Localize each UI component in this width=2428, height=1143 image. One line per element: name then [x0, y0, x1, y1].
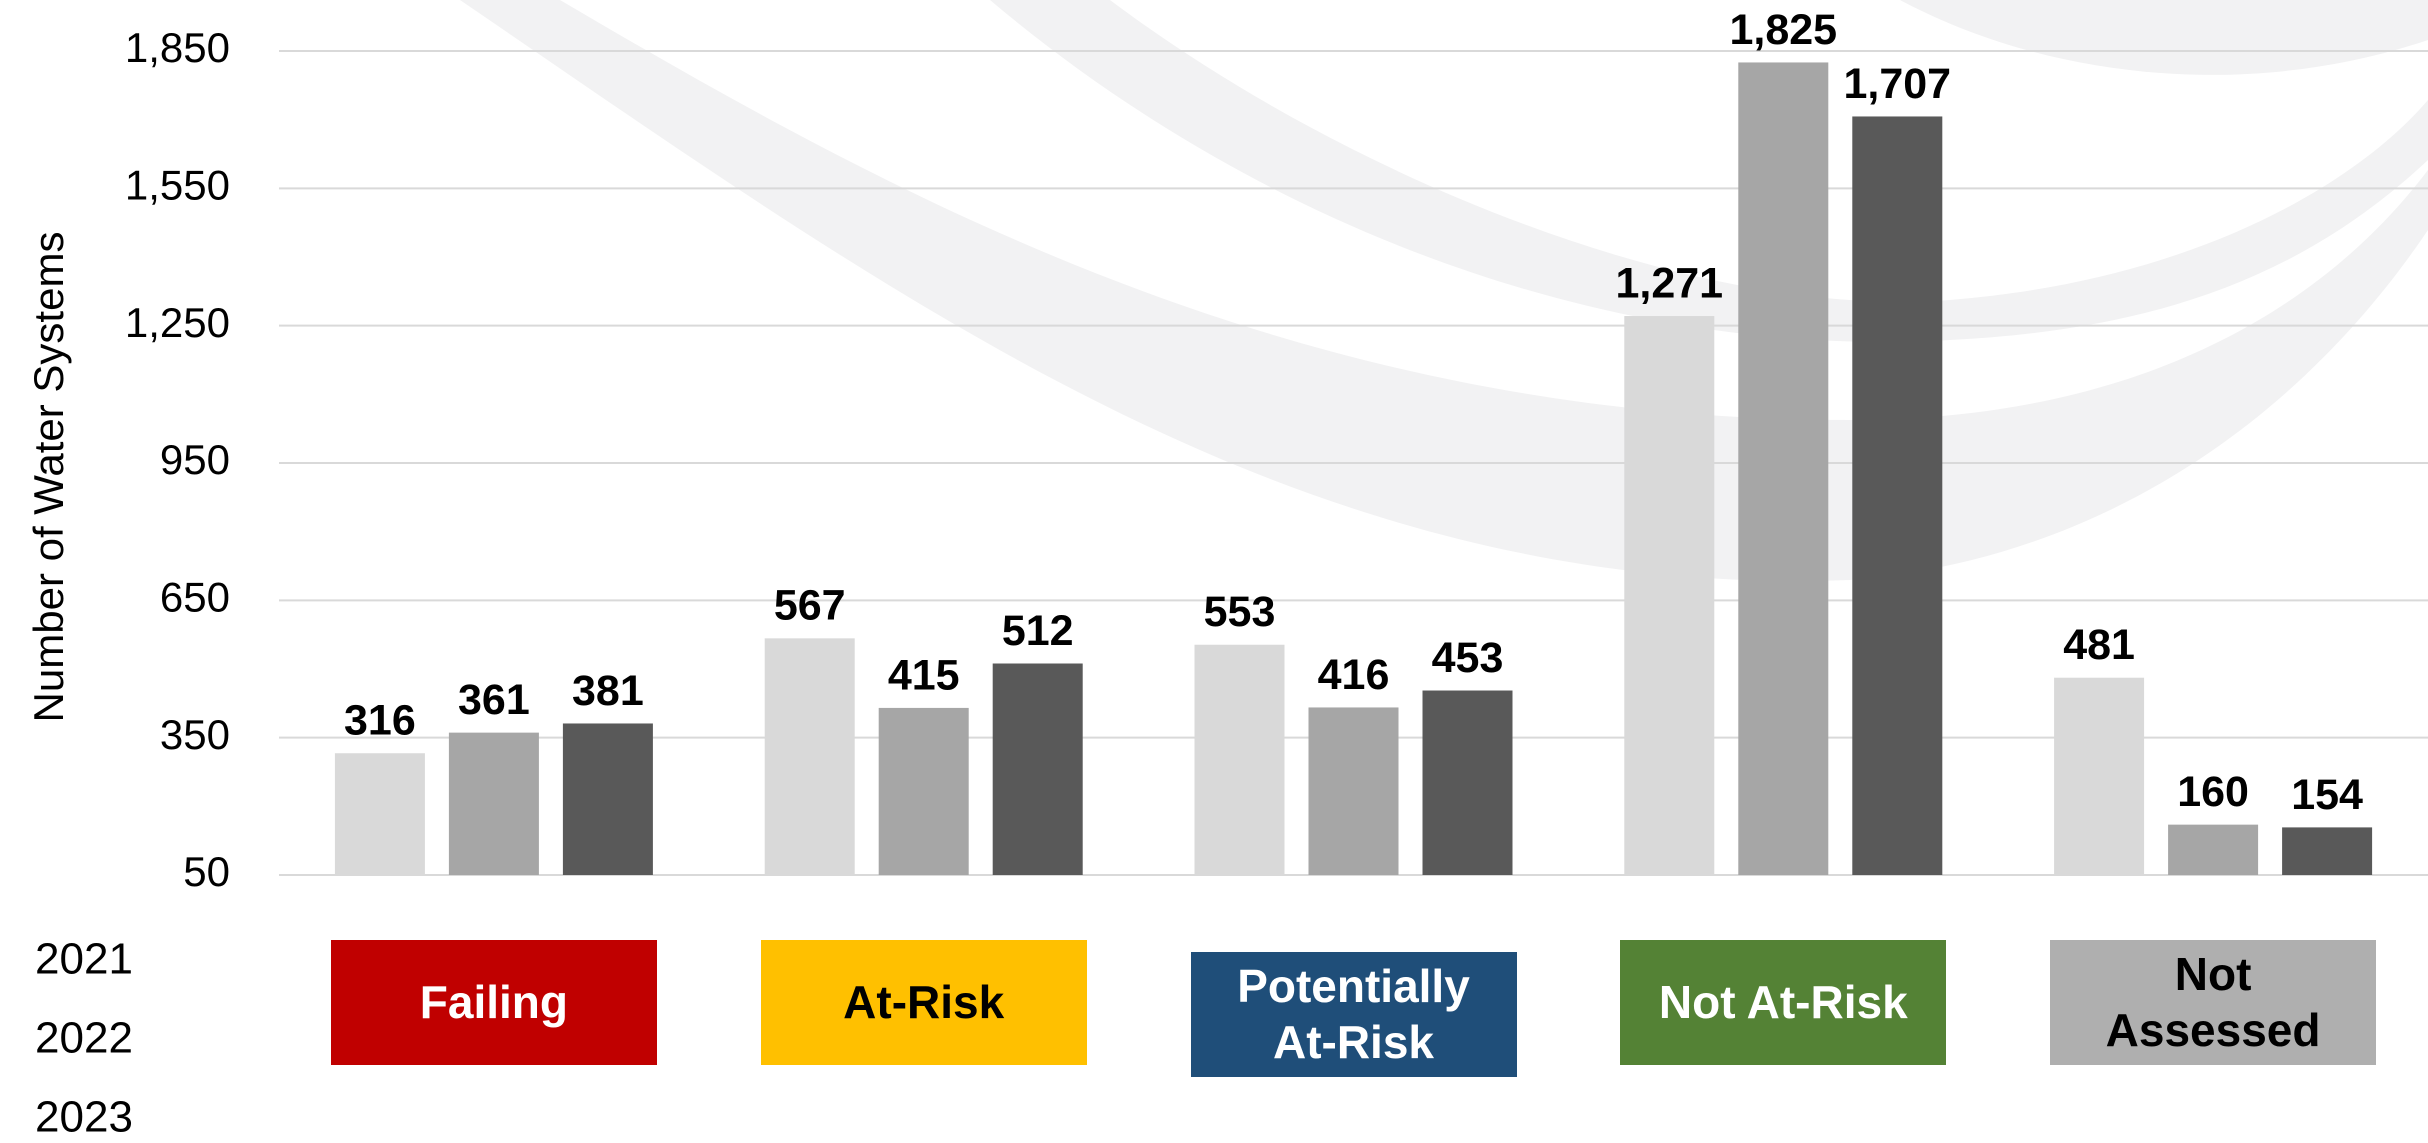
background-swoosh: [460, 0, 2428, 581]
bar: [1738, 62, 1829, 875]
bar: [764, 638, 855, 875]
value-label: 453: [1432, 634, 1504, 682]
bar: [2168, 824, 2259, 875]
value-label: 512: [1002, 607, 1074, 655]
bar: [1422, 690, 1513, 875]
bar: [992, 663, 1083, 875]
y-tick-label: 50: [183, 848, 230, 895]
value-label: 154: [2291, 771, 2363, 819]
category-label: Not Assessed: [2050, 940, 2377, 1065]
value-label: 1,825: [1729, 6, 1837, 54]
y-tick-label: 950: [160, 436, 230, 483]
legend-label: 2022: [35, 1014, 133, 1063]
y-tick-label: 1,850: [125, 24, 230, 71]
value-label: 381: [572, 667, 644, 715]
bar: [2282, 827, 2373, 875]
value-label: 481: [2063, 621, 2135, 669]
bar: [448, 732, 539, 875]
bar: [1624, 316, 1715, 875]
legend-label: 2021: [35, 935, 133, 984]
bar: [2054, 677, 2145, 875]
bar: [562, 723, 653, 875]
y-tick-label: 650: [160, 573, 230, 620]
value-label: 1,707: [1843, 60, 1951, 108]
y-tick-label: 1,250: [125, 299, 230, 346]
category-label: At-Risk: [760, 940, 1087, 1065]
category-label: Failing: [330, 940, 657, 1065]
y-tick-label: 350: [160, 711, 230, 758]
category-label: Not At-Risk: [1620, 940, 1947, 1065]
y-axis-title: Number of Water Systems: [25, 232, 72, 723]
value-label: 160: [2177, 768, 2249, 816]
value-label: 361: [458, 676, 530, 724]
value-label: 316: [344, 697, 416, 745]
bar: [878, 707, 969, 875]
bar: [1194, 644, 1285, 875]
legend-label: 2023: [35, 1093, 133, 1142]
value-label: 1,271: [1615, 259, 1723, 307]
bar: [1852, 116, 1943, 875]
bar: [1308, 707, 1399, 875]
value-label: 415: [888, 651, 960, 699]
value-label: 416: [1318, 651, 1390, 699]
y-tick-label: 1,550: [125, 161, 230, 208]
category-label: Potentially At-Risk: [1190, 952, 1517, 1077]
bar: [334, 753, 425, 875]
value-label: 567: [774, 582, 846, 630]
value-label: 553: [1204, 588, 1276, 636]
